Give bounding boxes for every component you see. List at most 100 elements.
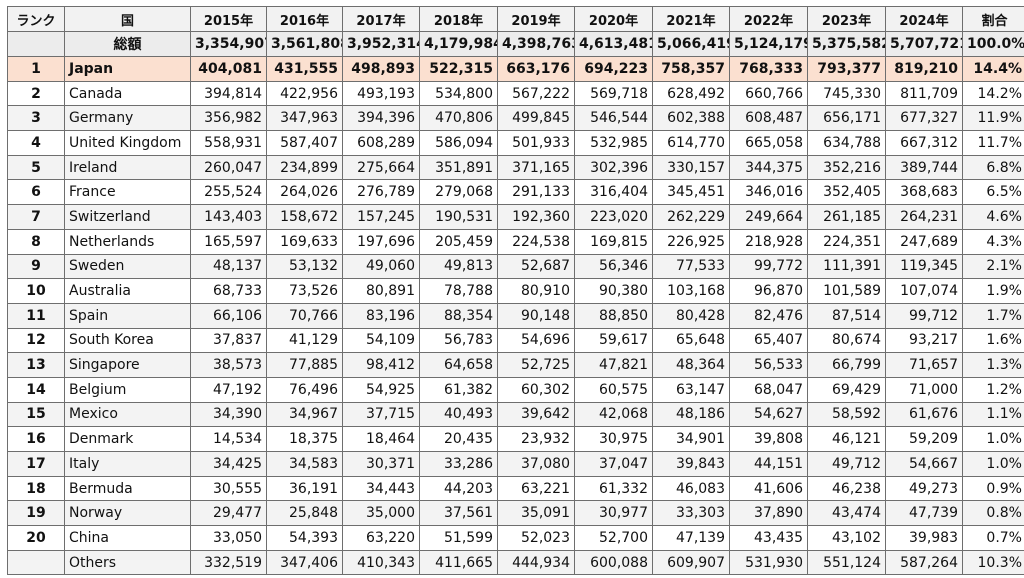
value-cell: 47,739 xyxy=(885,500,963,527)
value-cell: 83,196 xyxy=(342,302,420,329)
total-label: 総額 xyxy=(64,31,191,57)
share-cell: 1.6% xyxy=(962,327,1024,354)
value-cell: 54,393 xyxy=(266,525,343,551)
value-cell: 40,493 xyxy=(419,401,498,428)
share-cell: 11.7% xyxy=(962,130,1024,156)
value-cell: 501,933 xyxy=(497,130,575,156)
value-cell: 52,700 xyxy=(574,525,653,551)
share-cell: 0.9% xyxy=(962,475,1024,502)
value-cell: 332,519 xyxy=(190,549,267,576)
value-cell: 158,672 xyxy=(266,204,343,230)
header-year: 2020年 xyxy=(574,6,653,32)
value-cell: 34,390 xyxy=(190,401,267,428)
value-cell: 37,837 xyxy=(190,327,267,354)
table-row: 10 Australia 68,733 73,526 80,891 78,788 80,91… xyxy=(7,278,1024,304)
table-row: 6 France 255,524 264,026 276,789 279,068 291,1… xyxy=(7,179,1024,206)
value-cell: 793,377 xyxy=(807,56,886,82)
value-cell: 43,102 xyxy=(807,525,886,551)
value-cell: 192,360 xyxy=(497,204,575,230)
value-cell: 234,899 xyxy=(266,154,343,181)
total-value: 3,561,808 xyxy=(266,31,343,57)
table-row: 16 Denmark 14,534 18,375 18,464 20,435 23,932 3… xyxy=(7,426,1024,452)
value-cell: 190,531 xyxy=(419,204,498,230)
rank-cell: 15 xyxy=(7,401,65,428)
value-cell: 44,203 xyxy=(419,475,498,502)
value-cell: 56,346 xyxy=(574,253,653,280)
value-cell: 534,800 xyxy=(419,80,498,107)
value-cell: 551,124 xyxy=(807,549,886,576)
table-row: 13 Singapore 38,573 77,885 98,412 64,658 52,72… xyxy=(7,352,1024,378)
value-cell: 37,047 xyxy=(574,451,653,477)
value-cell: 49,273 xyxy=(885,475,963,502)
value-cell: 351,891 xyxy=(419,154,498,181)
value-cell: 48,186 xyxy=(652,401,730,428)
value-cell: 49,813 xyxy=(419,253,498,280)
table-row: 2 Canada 394,814 422,956 493,193 534,800 567,2… xyxy=(7,80,1024,107)
value-cell: 275,664 xyxy=(342,154,420,181)
value-cell: 46,238 xyxy=(807,475,886,502)
table-row: Others 332,519 347,406 410,343 411,665 444,93… xyxy=(7,549,1024,576)
value-cell: 143,403 xyxy=(190,204,267,230)
table-row: 19 Norway 29,477 25,848 35,000 37,561 35,091 30… xyxy=(7,500,1024,527)
value-cell: 344,375 xyxy=(729,154,808,181)
value-cell: 36,191 xyxy=(266,475,343,502)
value-cell: 470,806 xyxy=(419,105,498,132)
value-cell: 608,487 xyxy=(729,105,808,132)
value-cell: 66,106 xyxy=(190,302,267,329)
header-year: 2023年 xyxy=(807,6,886,32)
rank-cell: 13 xyxy=(7,352,65,378)
rank-cell: 5 xyxy=(7,154,65,181)
value-cell: 224,538 xyxy=(497,228,575,255)
value-cell: 197,696 xyxy=(342,228,420,255)
value-cell: 745,330 xyxy=(807,80,886,107)
value-cell: 63,221 xyxy=(497,475,575,502)
rank-cell: 19 xyxy=(7,500,65,527)
total-value: 5,707,721 xyxy=(885,31,963,57)
total-rank-cell xyxy=(7,31,65,57)
value-cell: 404,081 xyxy=(190,56,267,82)
share-cell: 1.9% xyxy=(962,278,1024,304)
country-cell: Bermuda xyxy=(64,475,191,502)
share-cell: 14.4% xyxy=(962,56,1024,82)
rank-cell: 17 xyxy=(7,451,65,477)
value-cell: 499,845 xyxy=(497,105,575,132)
value-cell: 48,137 xyxy=(190,253,267,280)
value-cell: 96,870 xyxy=(729,278,808,304)
value-cell: 394,814 xyxy=(190,80,267,107)
share-cell: 0.7% xyxy=(962,525,1024,551)
rank-cell: 4 xyxy=(7,130,65,156)
value-cell: 35,091 xyxy=(497,500,575,527)
header-year: 2016年 xyxy=(266,6,343,32)
value-cell: 80,891 xyxy=(342,278,420,304)
value-cell: 71,000 xyxy=(885,376,963,403)
value-cell: 665,058 xyxy=(729,130,808,156)
value-cell: 345,451 xyxy=(652,179,730,206)
value-cell: 101,589 xyxy=(807,278,886,304)
header-row: ランク 国 2015年 2016年 2017年 2018年 2019年 2020… xyxy=(7,6,1024,32)
total-value: 3,354,907 xyxy=(190,31,267,57)
value-cell: 667,312 xyxy=(885,130,963,156)
value-cell: 37,715 xyxy=(342,401,420,428)
share-cell: 6.5% xyxy=(962,179,1024,206)
value-cell: 276,789 xyxy=(342,179,420,206)
header-country: 国 xyxy=(64,6,191,32)
country-cell: Others xyxy=(64,549,191,576)
country-cell: Spain xyxy=(64,302,191,329)
share-cell: 1.7% xyxy=(962,302,1024,329)
share-cell: 1.0% xyxy=(962,426,1024,452)
value-cell: 558,931 xyxy=(190,130,267,156)
value-cell: 56,533 xyxy=(729,352,808,378)
table-row: 11 Spain 66,106 70,766 83,196 88,354 90,148 88,… xyxy=(7,302,1024,329)
value-cell: 347,406 xyxy=(266,549,343,576)
value-cell: 60,575 xyxy=(574,376,653,403)
value-cell: 660,766 xyxy=(729,80,808,107)
value-cell: 68,733 xyxy=(190,278,267,304)
country-cell: Denmark xyxy=(64,426,191,452)
country-cell: Germany xyxy=(64,105,191,132)
value-cell: 34,443 xyxy=(342,475,420,502)
value-cell: 587,264 xyxy=(885,549,963,576)
table-row: 3 Germany 356,982 347,963 394,396 470,806 499,… xyxy=(7,105,1024,132)
country-cell: Canada xyxy=(64,80,191,107)
value-cell: 48,364 xyxy=(652,352,730,378)
value-cell: 811,709 xyxy=(885,80,963,107)
